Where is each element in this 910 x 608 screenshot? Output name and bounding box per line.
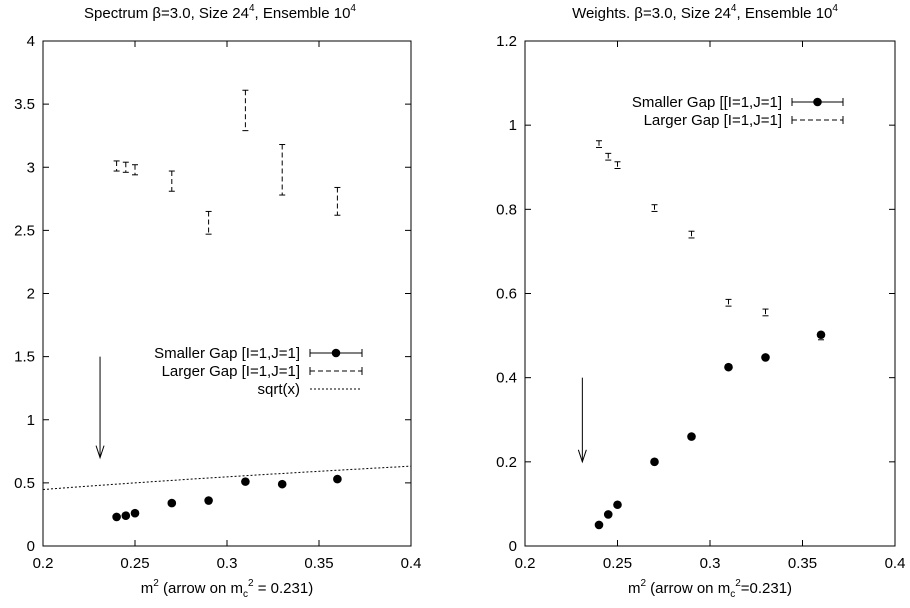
y-tick-label: 0 [27,538,35,555]
chart-title: Spectrum β=3.0, Size 244, Ensemble 104 [84,3,356,22]
x-tick-label: 0.2 [515,555,536,572]
y-tick-label: 3.5 [14,96,35,113]
y-tick-label: 2 [27,286,35,303]
legend-label: Larger Gap [I=1,J=1] [162,363,300,380]
y-tick-label: 0 [509,538,517,555]
y-axis: 0 0.2 0.4 0.6 0.8 1 1.2 [496,33,895,555]
data-point [613,500,622,510]
x-tick-label: 0.25 [120,555,149,572]
weights-chart: Weights. β=3.0, Size 244, Ensemble 104 0… [496,3,905,600]
y-tick-label: 0.6 [496,286,517,303]
data-point [241,477,250,486]
x-axis: 0.2 0.25 0.3 0.35 0.4 [33,41,422,572]
x-tick-label: 0.4 [885,555,906,572]
sqrt-curve [42,465,412,491]
plot-frame [42,40,412,547]
legend: Smaller Gap [[I=1,J=1]Larger Gap [I=1,J=… [632,94,844,129]
y-tick-label: 0.2 [496,454,517,471]
legend-label: sqrt(x) [258,381,301,398]
legend-label: Smaller Gap [[I=1,J=1] [632,94,782,111]
legend-label: Larger Gap [I=1,J=1] [644,112,782,129]
data-point [603,510,613,519]
data-point [121,511,131,520]
chart-title: Weights. β=3.0, Size 244, Ensemble 104 [572,3,838,22]
plot-area [577,140,826,530]
y-tick-label: 1 [27,412,35,429]
data-point [130,508,140,518]
y-tick-label: 1.5 [14,349,35,366]
x-tick-label: 0.35 [304,555,333,572]
data-point [277,479,287,489]
y-tick-label: 4 [27,33,35,50]
data-point [687,432,696,441]
y-tick-label: 1 [509,117,517,134]
data-point [761,353,770,362]
x-tick-label: 0.25 [603,555,632,572]
x-axis-label: m2 (arrow on mc2 = 0.231) [141,578,313,600]
spectrum-chart: Spectrum β=3.0, Size 244, Ensemble 104 0… [14,3,421,600]
legend-marker [813,97,822,107]
x-tick-label: 0.4 [401,555,422,572]
data-point [650,457,659,467]
legend-label: Smaller Gap [I=1,J=1] [154,345,300,362]
legend: Smaller Gap [I=1,J=1]Larger Gap [I=1,J=1… [154,345,363,398]
data-point [112,512,121,522]
x-axis-label: m2 (arrow on mc2=0.231) [628,578,792,600]
y-tick-label: 0.5 [14,475,35,492]
x-tick-label: 0.35 [788,555,817,572]
y-tick-label: 1.2 [496,33,517,50]
y-tick-label: 0.4 [496,370,517,387]
arrow-head [577,449,587,464]
arrow-head [95,445,105,460]
y-tick-label: 3 [27,159,35,176]
data-point [594,520,604,530]
plot-area [42,89,412,522]
x-axis: 0.2 0.25 0.3 0.35 0.4 [515,41,906,572]
legend-marker [331,348,341,358]
y-axis: 0 0.5 1 1.5 2 2.5 3 3.5 4 [14,33,411,555]
y-tick-label: 0.8 [496,201,517,218]
x-tick-label: 0.3 [217,555,238,572]
data-point [167,498,177,508]
data-point [724,362,733,372]
x-tick-label: 0.3 [700,555,721,572]
y-tick-label: 2.5 [14,222,35,239]
data-point [204,496,213,505]
data-point [333,474,342,484]
x-tick-label: 0.2 [33,555,54,572]
